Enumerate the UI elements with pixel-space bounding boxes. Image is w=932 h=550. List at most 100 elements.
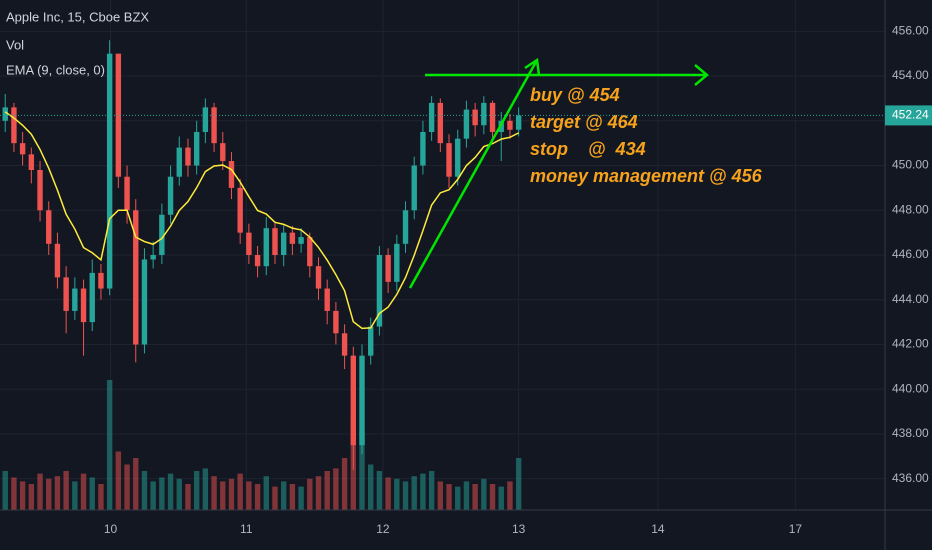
candle-body xyxy=(185,147,191,166)
volume-bar xyxy=(315,476,322,510)
candle-body xyxy=(455,138,461,177)
volume-bar xyxy=(185,484,191,510)
candle-body xyxy=(402,210,409,244)
volume-bar xyxy=(141,471,148,510)
y-tick-label: 436.00 xyxy=(892,471,929,485)
y-tick-label: 438.00 xyxy=(892,426,929,440)
candle-body xyxy=(220,143,226,162)
last-price-box xyxy=(885,105,932,126)
candle-body xyxy=(106,53,113,289)
candle-body xyxy=(159,214,165,255)
candle-body xyxy=(507,120,513,130)
candle-body xyxy=(124,176,130,211)
volume-bar xyxy=(385,477,391,510)
volume-bar xyxy=(19,481,26,510)
volume-bar xyxy=(420,473,426,510)
candle-body xyxy=(193,131,200,166)
x-tick-label: 11 xyxy=(240,522,253,536)
volume-bar xyxy=(11,477,17,510)
volume-bar xyxy=(46,478,52,510)
indicator-label: Vol xyxy=(6,37,24,52)
candle-body xyxy=(481,102,487,126)
candle-body xyxy=(359,355,365,446)
volume-bar xyxy=(272,486,278,510)
candle-body xyxy=(2,107,8,121)
chart-title: Apple Inc, 15, Cboe BZX xyxy=(6,9,149,24)
candle-body xyxy=(394,243,400,282)
volume-bar xyxy=(80,473,87,510)
volume-bar xyxy=(193,471,200,510)
trend-arrow xyxy=(408,59,539,289)
candle-body xyxy=(228,161,235,188)
volume-bar xyxy=(115,451,122,510)
volume-bar xyxy=(368,464,374,510)
candle-body xyxy=(428,102,435,132)
candle-body xyxy=(333,310,339,334)
candle-body xyxy=(98,272,104,289)
y-tick-label: 446.00 xyxy=(892,247,929,261)
volume-bar xyxy=(246,481,252,510)
y-tick-label: 454.00 xyxy=(892,68,929,82)
volume-bar xyxy=(211,476,217,510)
candle-body xyxy=(72,288,78,311)
candle-body xyxy=(350,355,357,446)
volume-bar xyxy=(472,484,478,510)
volume-bar xyxy=(150,481,156,510)
annotation: money management @ 456 xyxy=(530,166,763,186)
y-tick-label: 440.00 xyxy=(892,381,929,395)
volume-bar xyxy=(498,486,504,510)
volume-bar xyxy=(307,478,313,510)
x-tick-label: 13 xyxy=(512,522,526,536)
volume-bar xyxy=(376,471,383,510)
candle-body xyxy=(289,232,296,244)
candle-body xyxy=(437,102,444,144)
volume-bar xyxy=(402,481,409,510)
annotation: target @ 464 xyxy=(530,112,638,132)
volume-bar xyxy=(394,478,400,510)
volume-bar xyxy=(89,477,95,510)
volume-bar xyxy=(54,476,61,510)
candle-body xyxy=(368,326,374,356)
volume-bar xyxy=(202,468,209,510)
indicator-label: EMA (9, close, 0) xyxy=(6,62,105,77)
candle-body xyxy=(80,288,87,323)
candle-body xyxy=(176,147,182,177)
volume-bar xyxy=(446,484,452,510)
candle-body xyxy=(515,115,522,130)
candle-body xyxy=(37,170,43,211)
volume-bar xyxy=(298,486,304,510)
candle-body xyxy=(263,228,269,267)
candle-body xyxy=(411,165,417,211)
volume-bar xyxy=(515,458,522,510)
volume-bar xyxy=(289,484,296,510)
volume-bar xyxy=(254,484,261,510)
volume-bar xyxy=(72,481,78,510)
volume-bar xyxy=(280,481,287,510)
candle-body xyxy=(28,154,35,170)
volume-bar xyxy=(507,481,513,510)
candle-body xyxy=(150,255,156,260)
grid xyxy=(0,0,885,510)
x-tick-label: 14 xyxy=(651,522,665,536)
annotation: stop @ 434 xyxy=(530,139,646,159)
volume-bar xyxy=(263,476,269,510)
volume-bar xyxy=(228,478,235,510)
candle-body xyxy=(211,107,217,144)
volume-bar xyxy=(220,481,226,510)
volume-bar xyxy=(324,471,330,510)
volume-bar xyxy=(98,484,104,510)
candle-body xyxy=(463,109,470,139)
candle-body xyxy=(446,143,452,177)
volume-bar xyxy=(176,478,182,510)
x-tick-label: 17 xyxy=(789,522,803,536)
volume-bar xyxy=(333,468,339,510)
last-price-label: 452.24 xyxy=(892,108,929,122)
candle-body xyxy=(11,107,17,144)
ema-line xyxy=(4,111,519,330)
candle-body xyxy=(115,53,122,177)
y-tick-label: 448.00 xyxy=(892,202,929,216)
candle-body xyxy=(298,237,304,244)
volume-bar xyxy=(481,478,487,510)
